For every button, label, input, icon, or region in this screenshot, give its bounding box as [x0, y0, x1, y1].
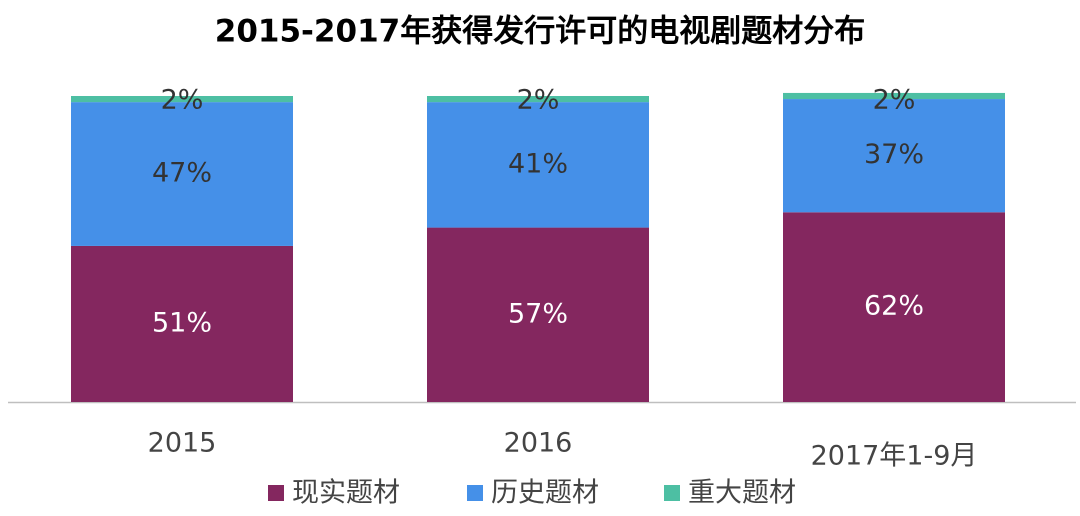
- bar-segment: [71, 102, 293, 246]
- data-label: 2%: [873, 85, 916, 116]
- bar-segment: [783, 92, 1005, 100]
- data-label: 2%: [517, 85, 560, 116]
- bar-segment: [783, 99, 1005, 213]
- x-tick-label: 2016: [504, 428, 573, 459]
- data-label: 2%: [161, 85, 204, 116]
- x-tick-label: 2017年1-9月: [811, 441, 978, 472]
- bar-segment: [71, 96, 293, 103]
- data-label: 62%: [864, 291, 924, 322]
- legend-swatch: [268, 485, 284, 501]
- legend-label: 现实题材: [292, 478, 400, 509]
- chart-title: 2015-2017年获得发行许可的电视剧题材分布: [215, 14, 865, 50]
- bar-segment: [783, 212, 1005, 402]
- bar-segment: [427, 227, 649, 402]
- legend-label: 重大题材: [688, 478, 796, 509]
- data-label: 51%: [152, 307, 212, 338]
- data-label: 37%: [864, 139, 924, 170]
- data-label: 57%: [508, 298, 568, 329]
- data-label: 47%: [152, 158, 212, 189]
- legend-label: 历史题材: [491, 478, 599, 509]
- data-label: 41%: [508, 148, 568, 179]
- legend-swatch: [467, 485, 483, 501]
- bar-segment: [71, 245, 293, 402]
- bar-segment: [427, 96, 649, 103]
- bar-segment: [427, 102, 649, 228]
- x-tick-label: 2015: [148, 428, 217, 459]
- legend-swatch: [664, 485, 680, 501]
